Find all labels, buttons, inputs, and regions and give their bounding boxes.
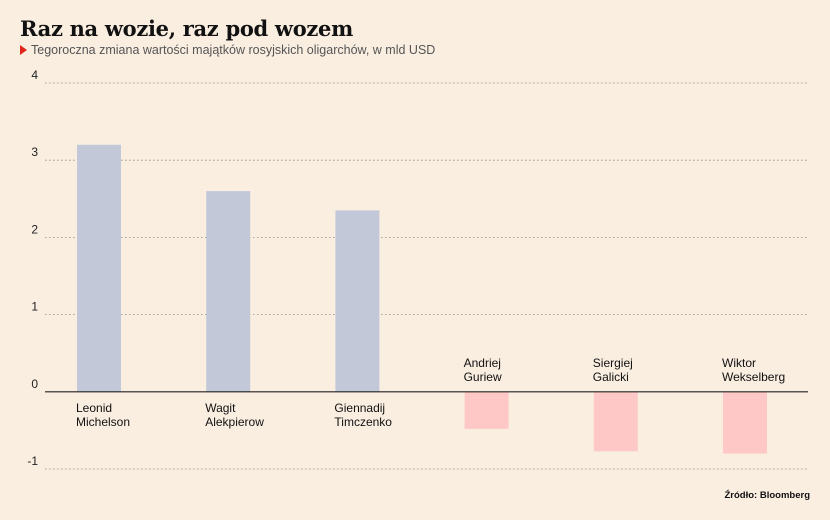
y-tick-label: 4 [31,68,38,82]
category-label: Siergiej [593,356,633,370]
bar [77,144,121,392]
bar [593,391,638,452]
bar [335,210,380,392]
bar [723,391,767,454]
triangle-marker-icon [20,45,27,55]
category-label: Guriew [464,370,502,384]
category-label: Giennadij [334,401,385,415]
bar [464,391,509,429]
y-tick-label: 2 [31,222,38,236]
source-note: Źródło: Bloomberg [724,490,811,501]
chart-title: Raz na wozie, raz pod wozem [20,16,354,41]
chart-subtitle: Tegoroczna zmiana wartości majątków rosy… [20,43,435,57]
category-label: Galicki [593,370,629,384]
y-tick-label: -1 [27,454,38,468]
category-label: Wiktor [722,356,756,370]
category-label: Alekpierow [205,415,264,429]
y-tick-label: 3 [31,145,38,159]
category-label: Andriej [464,356,501,370]
y-tick-label: 0 [31,377,38,391]
subtitle-text: Tegoroczna zmiana wartości majątków rosy… [31,43,436,57]
category-label: Wekselberg [722,370,785,384]
bar [206,191,251,392]
category-label: Wagit [205,401,236,415]
category-label: Michelson [76,415,130,429]
category-label: Timczenko [334,415,392,429]
category-label: Leonid [76,401,112,415]
y-tick-label: 1 [31,300,38,314]
